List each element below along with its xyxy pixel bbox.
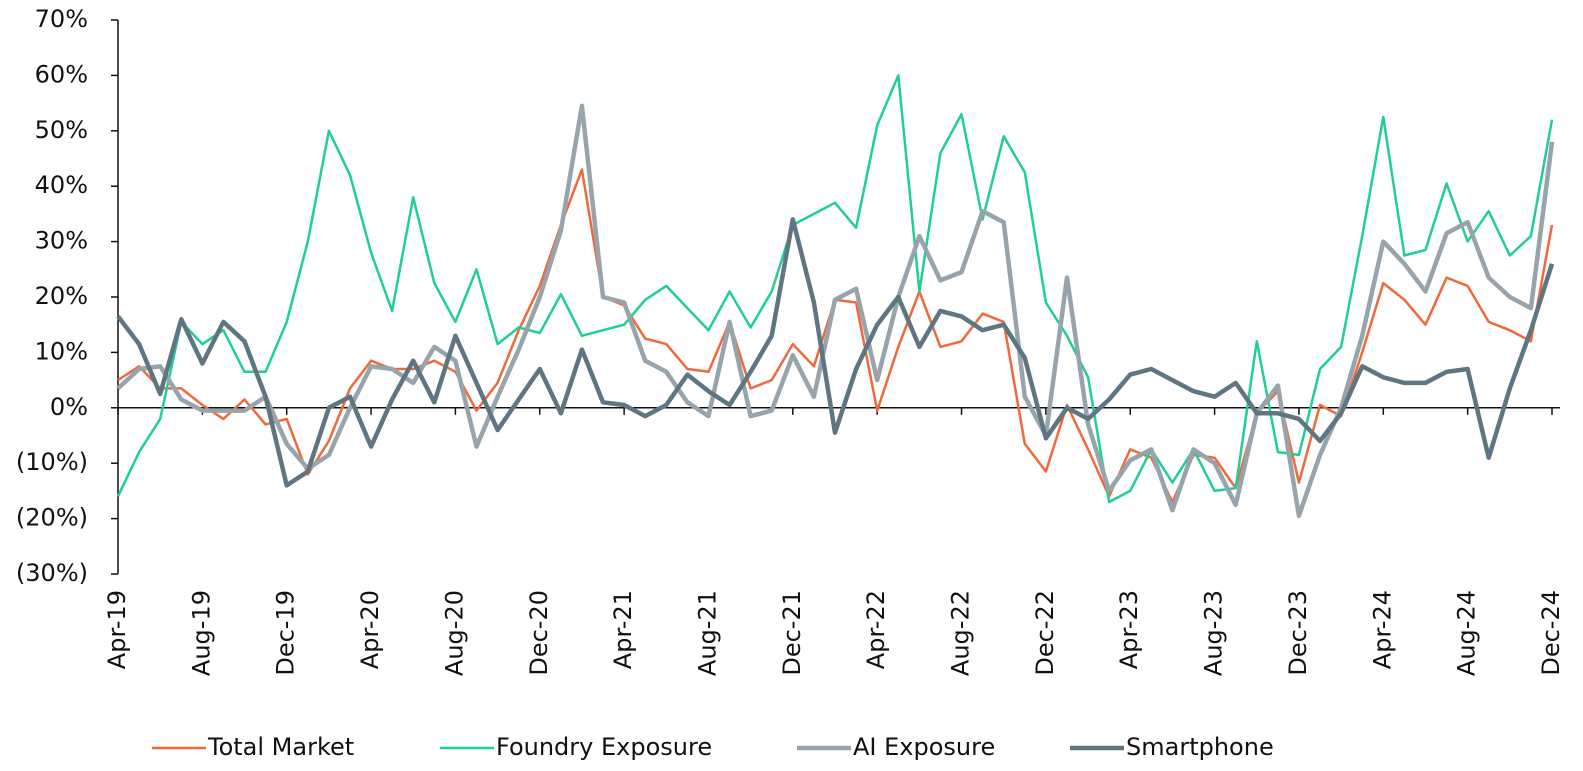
y-tick-label: (20%)	[16, 504, 88, 532]
legend-label: Total Market	[207, 733, 354, 761]
y-tick-label: 20%	[35, 282, 88, 310]
y-tick-label: 40%	[35, 171, 88, 199]
x-tick-label: Apr-24	[1368, 590, 1396, 669]
x-tick-label: Dec-24	[1537, 590, 1565, 676]
series-line	[116, 103, 1555, 519]
series-line	[116, 74, 1554, 504]
y-tick-label: 70%	[35, 5, 88, 33]
x-tick-label: Dec-19	[272, 590, 300, 676]
y-tick-label: 50%	[35, 116, 88, 144]
y-tick-label: 60%	[35, 60, 88, 88]
legend-label: Foundry Exposure	[496, 733, 712, 761]
y-tick-label: (30%)	[16, 559, 88, 587]
y-tick-label: 10%	[35, 337, 88, 365]
y-tick-label: 0%	[50, 393, 88, 421]
x-tick-label: Dec-23	[1284, 590, 1312, 676]
y-tick-label: 30%	[35, 227, 88, 255]
x-tick-label: Apr-21	[609, 590, 637, 669]
x-tick-label: Apr-22	[862, 590, 890, 669]
series-line	[117, 168, 1554, 504]
legend-label: AI Exposure	[853, 733, 995, 761]
x-tick-label: Aug-23	[1200, 590, 1228, 676]
legend-label: Smartphone	[1126, 733, 1274, 761]
x-tick-label: Aug-20	[440, 590, 468, 676]
y-tick-label: (10%)	[16, 448, 88, 476]
x-tick-label: Apr-23	[1115, 590, 1143, 669]
x-tick-label: Aug-19	[187, 590, 215, 676]
x-tick-label: Dec-20	[525, 590, 553, 676]
x-tick-label: Dec-22	[1031, 590, 1059, 676]
x-tick-label: Aug-21	[693, 590, 721, 676]
x-tick-label: Aug-24	[1453, 590, 1481, 676]
x-tick-label: Aug-22	[947, 590, 975, 676]
x-tick-label: Apr-20	[356, 590, 384, 669]
x-tick-label: Apr-19	[103, 590, 131, 669]
x-tick-label: Dec-21	[778, 590, 806, 676]
series-line	[116, 217, 1555, 488]
